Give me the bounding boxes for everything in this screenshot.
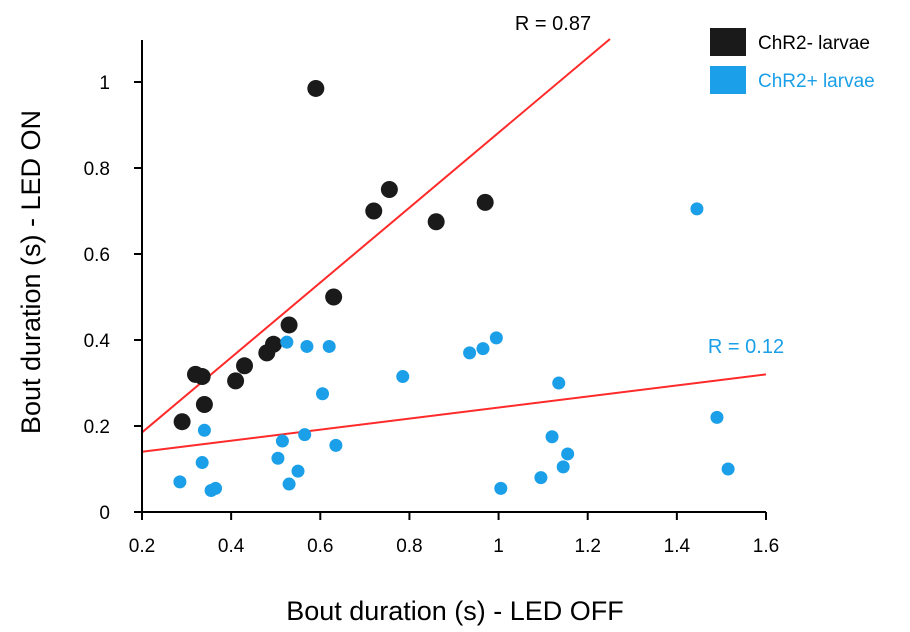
legend-label: ChR2- larvae [758, 33, 870, 54]
data-point-chr2-positive [494, 481, 508, 495]
annotations-layer: R = 0.87 R = 0.12 [515, 13, 784, 358]
data-point-chr2-positive [721, 462, 735, 476]
data-point-chr2-negative [280, 316, 298, 334]
legend-swatch [710, 66, 746, 94]
data-point-chr2-positive [322, 339, 336, 353]
data-point-chr2-positive [271, 451, 285, 465]
legend-swatch [710, 28, 746, 56]
data-point-chr2-negative [193, 368, 211, 386]
data-point-chr2-positive [396, 370, 410, 384]
data-point-chr2-negative [227, 372, 245, 390]
data-points-layer [173, 79, 735, 497]
data-point-chr2-positive [710, 410, 724, 424]
y-tick-label: 0.4 [84, 331, 111, 352]
x-tick-label: 1.2 [575, 536, 601, 557]
data-point-chr2-positive [545, 430, 559, 444]
data-point-chr2-positive [195, 456, 209, 470]
axes-layer: 0.2 0.4 0.6 0.8 1 1.2 1.4 1.6 0 0.2 0.4 0.6 0.8 1 [84, 40, 779, 557]
fit-lines-layer [141, 38, 767, 453]
data-point-chr2-positive [291, 464, 305, 478]
data-point-chr2-negative [380, 181, 398, 198]
data-point-chr2-positive [552, 376, 566, 390]
data-point-chr2-positive [197, 423, 211, 437]
x-tick-label: 0.6 [307, 536, 333, 557]
data-point-chr2-positive [476, 342, 490, 356]
data-point-chr2-negative [476, 193, 494, 211]
x-tick-label: 0.8 [396, 536, 422, 557]
data-point-chr2-positive [329, 438, 343, 452]
x-tick-label: 1.6 [753, 536, 779, 557]
y-axis-label: Bout duration (s) - LED ON [16, 110, 46, 434]
data-point-chr2-negative [427, 213, 445, 231]
data-point-chr2-positive [690, 202, 704, 216]
y-tick-label: 0.2 [84, 417, 110, 438]
y-tick-label: 1 [99, 73, 110, 94]
fit-line-chr2-positive [141, 373, 767, 453]
legend: ChR2- larvae ChR2+ larvae [710, 28, 875, 94]
data-point-chr2-negative [264, 335, 282, 353]
fit-line-chr2-negative [141, 38, 611, 434]
data-point-chr2-negative [173, 413, 191, 431]
data-point-chr2-negative [236, 357, 254, 375]
data-point-chr2-positive [534, 471, 548, 485]
data-point-chr2-positive [300, 339, 314, 353]
data-point-chr2-negative [325, 288, 343, 306]
data-point-chr2-negative [365, 202, 383, 220]
data-point-chr2-positive [561, 447, 575, 461]
data-point-chr2-positive [282, 477, 296, 491]
r-annotation-chr2-positive: R = 0.12 [708, 336, 784, 358]
y-tick-label: 0.6 [84, 245, 110, 266]
y-tick-label: 0.8 [84, 159, 110, 180]
data-point-chr2-positive [463, 346, 477, 360]
r-annotation-chr2-negative: R = 0.87 [515, 13, 591, 35]
x-tick-label: 0.2 [129, 536, 155, 557]
data-point-chr2-positive [280, 335, 294, 349]
data-point-chr2-negative [307, 79, 325, 97]
data-point-chr2-positive [298, 428, 312, 442]
data-point-chr2-positive [489, 331, 503, 345]
x-axis-label: Bout duration (s) - LED OFF [286, 596, 624, 626]
data-point-chr2-positive [209, 481, 223, 495]
y-tick-label: 0 [99, 503, 110, 524]
x-tick-label: 0.4 [218, 536, 245, 557]
data-point-chr2-negative [195, 396, 213, 413]
data-point-chr2-positive [275, 434, 289, 448]
x-tick-label: 1 [493, 536, 504, 557]
data-point-chr2-positive [173, 475, 187, 489]
x-tick-label: 1.4 [664, 536, 691, 557]
legend-label: ChR2+ larvae [758, 71, 875, 92]
data-point-chr2-positive [316, 387, 330, 401]
data-point-chr2-positive [556, 460, 570, 474]
